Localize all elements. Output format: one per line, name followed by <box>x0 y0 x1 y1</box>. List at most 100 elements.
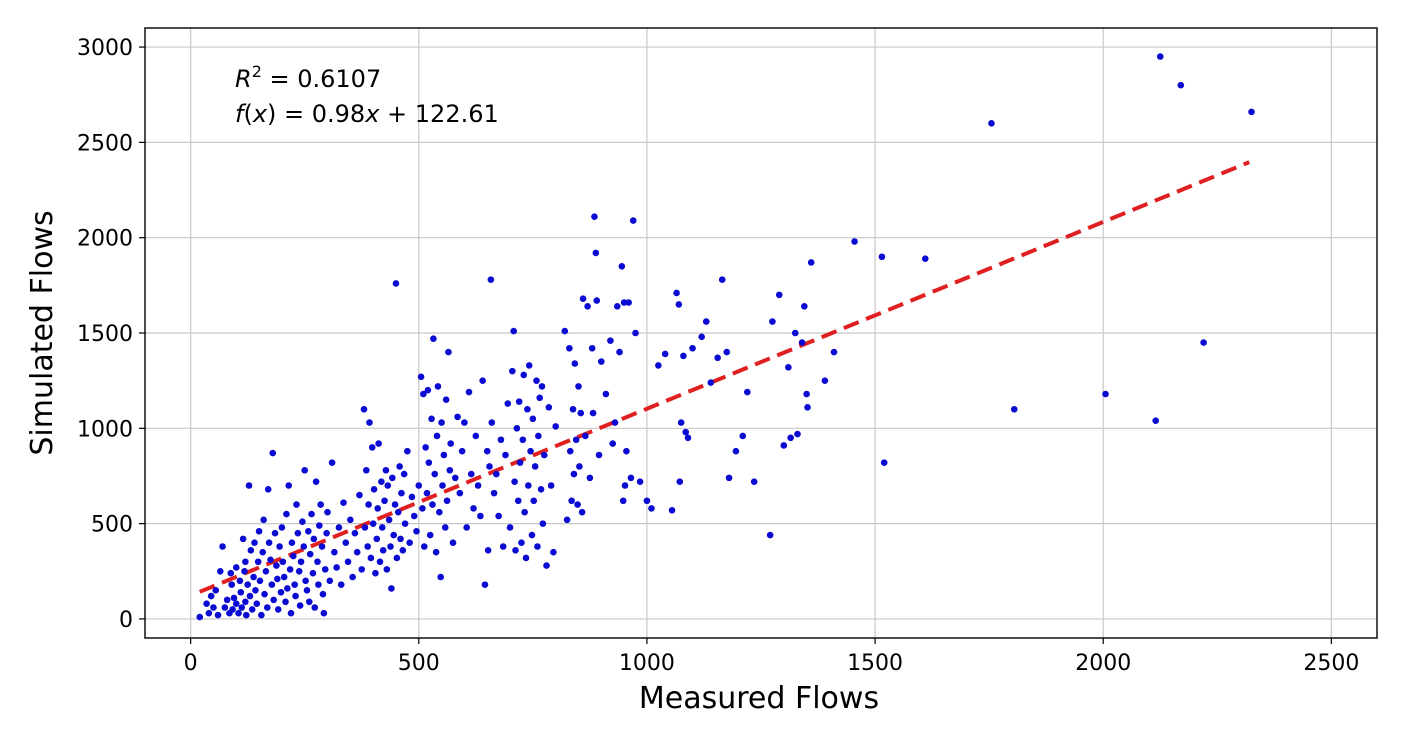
data-point <box>264 486 272 493</box>
data-point <box>396 463 403 470</box>
data-point <box>607 337 614 344</box>
data-point <box>387 543 394 550</box>
data-point <box>451 474 459 482</box>
fit-line-group <box>198 160 1250 594</box>
data-point <box>270 596 277 604</box>
y-tick-label: 0 <box>119 608 133 633</box>
x-tick-label: 2000 <box>1075 651 1131 676</box>
data-point <box>242 611 250 619</box>
data-point <box>205 609 213 617</box>
data-point <box>497 436 505 444</box>
data-point <box>1010 405 1018 413</box>
data-point <box>207 592 215 600</box>
data-point <box>366 419 373 426</box>
data-point <box>440 451 448 459</box>
data-point <box>228 581 235 588</box>
data-point <box>1102 390 1109 398</box>
data-point <box>513 425 521 432</box>
data-point <box>807 259 815 266</box>
data-point <box>349 573 356 581</box>
data-point <box>248 606 256 613</box>
data-point <box>438 419 445 426</box>
data-point <box>250 573 257 581</box>
fx-var2: x <box>364 100 380 128</box>
data-point <box>284 585 291 592</box>
y-tick-label: 2000 <box>77 227 133 252</box>
y-tick-label: 1500 <box>77 322 133 347</box>
data-point <box>611 419 619 426</box>
data-point <box>446 466 454 474</box>
data-point <box>417 373 425 381</box>
data-point <box>684 434 692 442</box>
data-point <box>509 367 516 375</box>
data-point <box>1177 81 1185 89</box>
data-point <box>239 535 247 543</box>
data-point <box>312 478 320 485</box>
data-point <box>235 609 242 617</box>
data-point <box>251 539 258 546</box>
data-point <box>1152 417 1159 424</box>
data-point <box>533 377 540 384</box>
data-point <box>483 447 491 455</box>
data-point <box>294 529 302 537</box>
data-point <box>390 531 397 539</box>
data-point <box>798 339 806 346</box>
data-point <box>379 547 387 554</box>
data-point <box>519 436 527 444</box>
data-point <box>566 344 573 352</box>
data-point <box>401 520 409 527</box>
data-point <box>297 558 305 566</box>
data-point <box>227 569 235 577</box>
data-point <box>381 497 388 505</box>
data-point <box>714 354 721 362</box>
data-point <box>880 459 888 466</box>
data-point <box>655 362 662 369</box>
data-point <box>254 558 262 566</box>
data-point <box>578 508 586 516</box>
r2-value: = 0.6107 <box>262 65 381 93</box>
data-point <box>442 396 450 404</box>
data-point <box>321 566 329 573</box>
data-point <box>851 238 858 245</box>
data-point <box>579 295 587 302</box>
data-point <box>244 581 251 588</box>
data-point <box>392 280 400 287</box>
data-point <box>342 539 350 546</box>
data-point <box>787 434 794 442</box>
data-point <box>512 547 519 554</box>
data-point <box>563 516 571 524</box>
data-point <box>242 558 249 566</box>
data-point <box>242 598 249 606</box>
data-point <box>389 474 396 482</box>
data-point <box>299 518 306 526</box>
r2-symbol: R <box>235 65 252 93</box>
data-point <box>830 348 838 356</box>
data-point <box>467 470 475 478</box>
data-point <box>602 390 610 398</box>
data-point <box>344 558 352 566</box>
data-point <box>821 377 829 384</box>
data-point <box>384 482 392 489</box>
data-point <box>282 598 289 606</box>
data-point <box>488 419 496 426</box>
data-point <box>486 463 493 470</box>
data-point <box>661 350 669 358</box>
data-point <box>318 543 326 550</box>
data-point <box>591 213 598 221</box>
data-point <box>518 539 525 546</box>
y-tick-label: 2500 <box>77 131 133 156</box>
data-point <box>263 604 271 611</box>
data-point <box>675 301 683 308</box>
y-tick-label: 500 <box>91 513 133 538</box>
data-point <box>801 303 808 310</box>
data-point <box>493 470 500 478</box>
fx-middle: ) = 0.98 <box>267 100 365 128</box>
data-point <box>514 497 522 505</box>
data-point <box>383 566 391 573</box>
data-point <box>445 348 452 356</box>
data-point <box>296 602 304 609</box>
data-point <box>415 482 423 489</box>
data-point <box>308 510 315 518</box>
data-point <box>328 459 336 466</box>
